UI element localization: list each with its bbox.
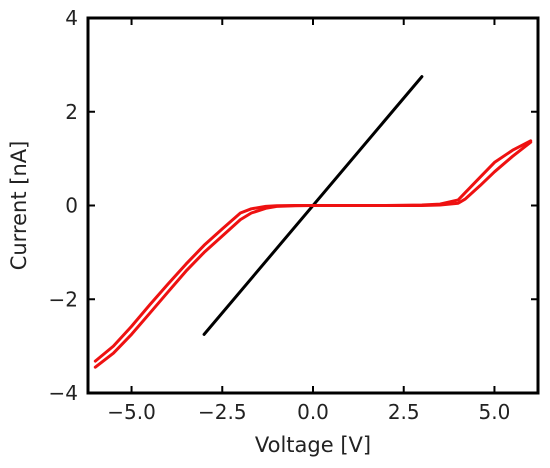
red-iv-return-sweep-series xyxy=(93,139,533,363)
y-tick-label: 0 xyxy=(65,194,78,218)
x-tick-label: 5.0 xyxy=(479,400,511,424)
y-tick-label: 4 xyxy=(65,6,78,30)
ticks: −5.0 −2.5 0.0 2.5 5.0 −4 −2 0 2 4 xyxy=(49,6,538,424)
x-tick-label: 0.0 xyxy=(297,400,329,424)
x-tick-label: 2.5 xyxy=(388,400,420,424)
y-tick-label: −2 xyxy=(49,287,78,311)
x-tick-label: −2.5 xyxy=(198,400,247,424)
y-tick-label: 2 xyxy=(65,100,78,124)
y-axis-label: Current [nA] xyxy=(7,141,31,271)
x-axis-label: Voltage [V] xyxy=(255,433,371,457)
y-tick-label: −4 xyxy=(49,381,78,405)
x-tick-label: −5.0 xyxy=(107,400,156,424)
red-iv-sweep-series xyxy=(93,140,533,369)
plot-frame xyxy=(86,16,540,395)
series-group xyxy=(93,75,533,369)
